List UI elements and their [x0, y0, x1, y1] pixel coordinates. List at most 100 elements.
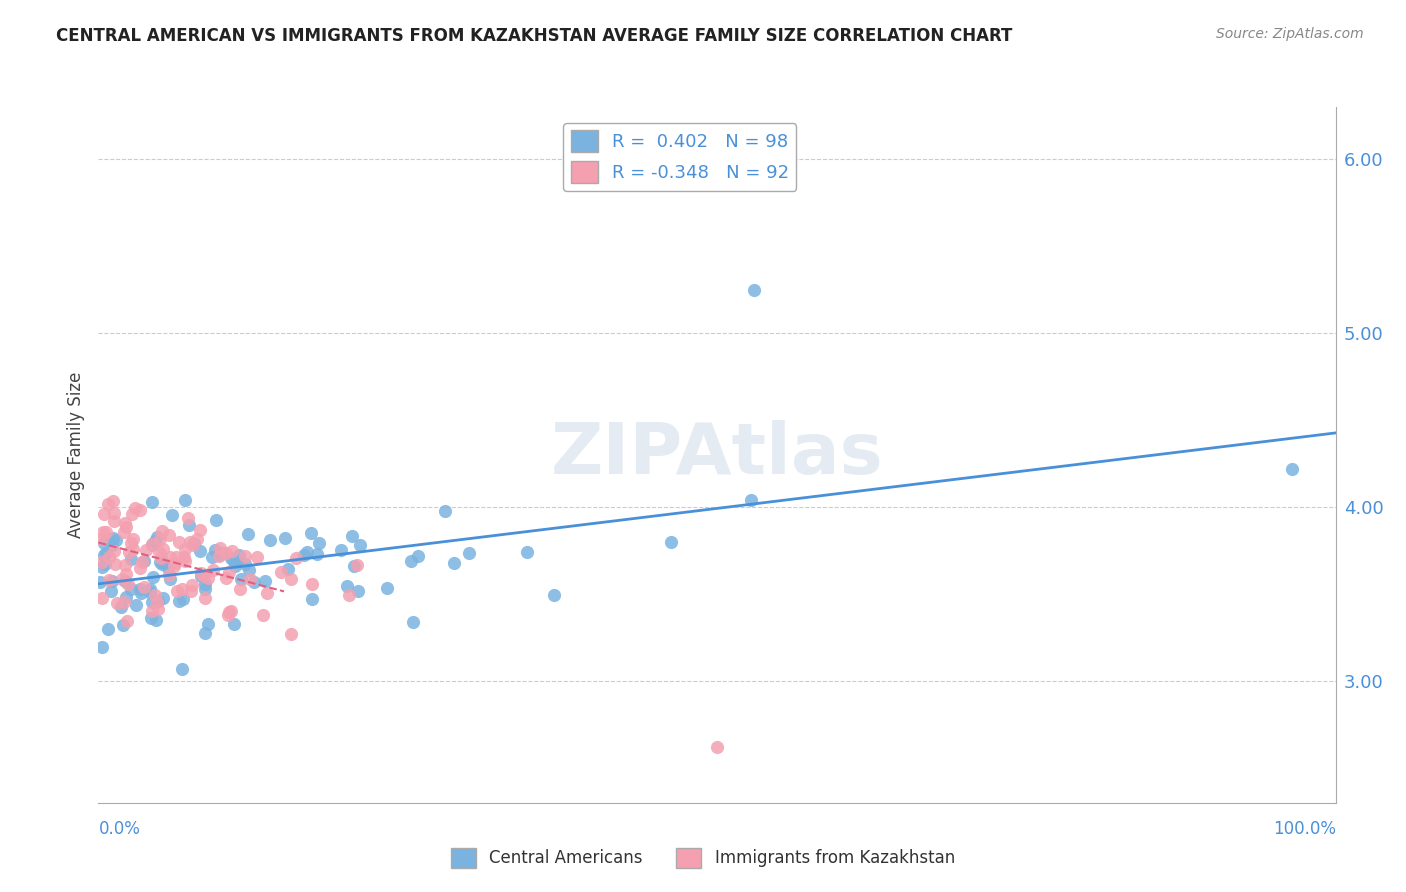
Point — [148, 544, 170, 558]
Point — [118, 545, 141, 559]
Point — [292, 548, 315, 562]
Point — [149, 551, 172, 566]
Y-axis label: Average Family Size: Average Family Size — [66, 372, 84, 538]
Point — [93, 535, 115, 549]
Point — [103, 544, 125, 558]
Point — [239, 572, 262, 586]
Point — [259, 533, 281, 548]
Point — [131, 555, 153, 569]
Point — [110, 600, 132, 615]
Point — [228, 548, 250, 562]
Point — [253, 574, 276, 589]
Point — [180, 583, 202, 598]
Point — [112, 594, 135, 608]
Point — [128, 582, 150, 596]
Point — [149, 555, 172, 569]
Point — [153, 556, 176, 570]
Point — [143, 588, 166, 602]
Point — [231, 572, 253, 586]
Point — [516, 545, 538, 559]
Point — [124, 501, 146, 516]
Point — [215, 571, 238, 585]
Point — [406, 549, 429, 564]
Point — [146, 530, 169, 544]
Point — [202, 563, 225, 577]
Text: CENTRAL AMERICAN VS IMMIGRANTS FROM KAZAKHSTAN AVERAGE FAMILY SIZE CORRELATION C: CENTRAL AMERICAN VS IMMIGRANTS FROM KAZA… — [56, 27, 1012, 45]
Point — [346, 558, 368, 572]
Point — [156, 561, 179, 575]
Point — [1281, 462, 1303, 476]
Point — [284, 551, 307, 566]
Point — [236, 527, 259, 541]
Point — [211, 545, 233, 559]
Point — [101, 538, 124, 552]
Point — [89, 574, 111, 589]
Point — [301, 577, 323, 591]
Point — [301, 591, 323, 606]
Point — [120, 582, 142, 596]
Point — [111, 618, 134, 632]
Point — [208, 549, 231, 564]
Point — [117, 614, 139, 628]
Point — [186, 532, 208, 546]
Point — [180, 578, 202, 592]
Point — [165, 550, 187, 565]
Point — [222, 553, 245, 567]
Point — [150, 557, 173, 571]
Point — [170, 662, 193, 676]
Point — [101, 574, 124, 588]
Point — [100, 584, 122, 599]
Point — [132, 580, 155, 594]
Point — [179, 534, 201, 549]
Point — [166, 583, 188, 598]
Point — [101, 532, 124, 546]
Point — [243, 574, 266, 589]
Point — [121, 508, 143, 522]
Point — [90, 591, 112, 606]
Point — [94, 557, 117, 571]
Point — [146, 594, 169, 608]
Point — [280, 572, 302, 586]
Point — [221, 544, 243, 558]
Point — [307, 547, 329, 561]
Point — [157, 567, 180, 582]
Point — [225, 554, 247, 568]
Point — [299, 525, 322, 540]
Point — [139, 611, 162, 625]
Point — [270, 566, 292, 580]
Point — [238, 563, 260, 577]
Point — [224, 558, 246, 573]
Point — [103, 514, 125, 528]
Point — [128, 561, 150, 575]
Point — [112, 525, 135, 540]
Point — [98, 549, 121, 564]
Point — [208, 548, 231, 562]
Point — [141, 538, 163, 552]
Point — [105, 533, 128, 547]
Point — [131, 585, 153, 599]
Point — [246, 549, 269, 564]
Point — [343, 558, 366, 573]
Point — [218, 565, 240, 579]
Point — [349, 538, 371, 552]
Point — [146, 602, 169, 616]
Point — [194, 591, 217, 605]
Point — [114, 566, 136, 581]
Point — [172, 582, 194, 596]
Point — [219, 603, 242, 617]
Point — [659, 535, 682, 549]
Point — [97, 497, 120, 511]
Point — [742, 283, 765, 297]
Point — [197, 616, 219, 631]
Point — [93, 507, 115, 521]
Point — [141, 604, 163, 618]
Point — [190, 569, 212, 583]
Point — [219, 550, 242, 565]
Point — [149, 533, 172, 547]
Point — [375, 582, 398, 596]
Point — [228, 582, 250, 596]
Point — [115, 591, 138, 605]
Point — [122, 532, 145, 546]
Point — [90, 533, 112, 547]
Point — [222, 616, 245, 631]
